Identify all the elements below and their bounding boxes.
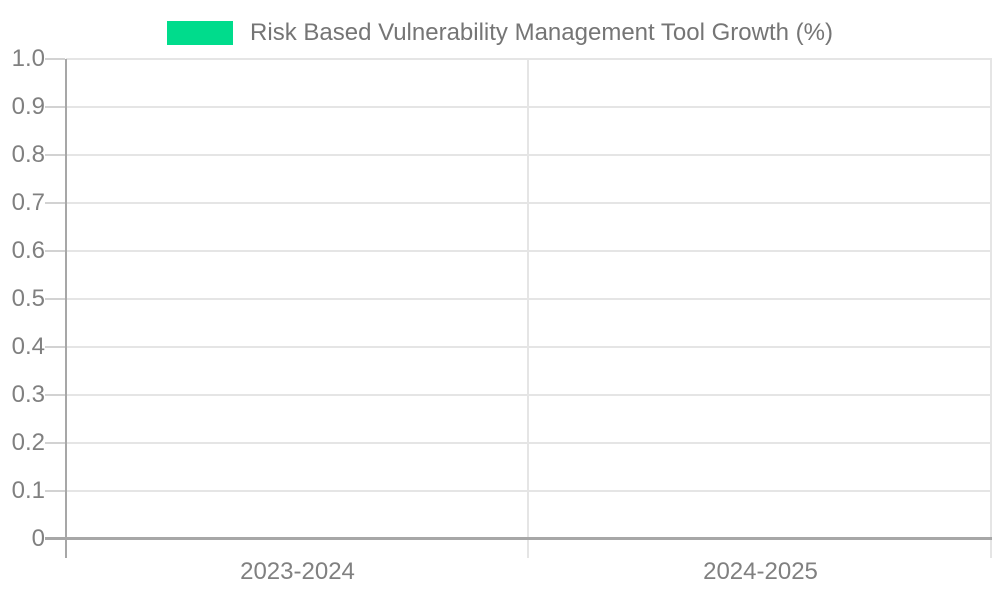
y-axis-tick-label: 1.0	[11, 45, 45, 72]
y-axis-tick-mark	[45, 154, 65, 156]
y-axis-tick-label: 0.8	[11, 141, 45, 168]
horizontal-gridline	[66, 298, 992, 300]
x-axis-category-label: 2023-2024	[240, 558, 355, 585]
y-axis-line	[65, 59, 67, 558]
y-axis-tick-label: 0.2	[11, 429, 45, 456]
legend-swatch	[167, 21, 234, 45]
horizontal-gridline	[66, 202, 992, 204]
legend-item-growth[interactable]: Risk Based Vulnerability Management Tool…	[167, 20, 833, 46]
horizontal-gridline	[66, 490, 992, 492]
legend-label: Risk Based Vulnerability Management Tool…	[250, 19, 833, 46]
horizontal-gridline	[66, 250, 992, 252]
y-axis-tick-mark	[45, 250, 65, 252]
x-axis-line	[45, 537, 992, 540]
horizontal-gridline	[66, 106, 992, 108]
legend: Risk Based Vulnerability Management Tool…	[0, 20, 1000, 46]
y-axis-tick-label: 0.6	[11, 237, 45, 264]
y-axis-tick-label: 0	[31, 525, 45, 552]
y-axis-tick-mark	[45, 394, 65, 396]
horizontal-gridline	[66, 394, 992, 396]
vertical-gridline	[527, 59, 529, 558]
y-axis-tick-mark	[45, 490, 65, 492]
vertical-gridline	[990, 59, 992, 558]
y-axis-tick-mark	[45, 442, 65, 444]
horizontal-gridline	[66, 58, 992, 60]
y-axis-tick-label: 0.1	[11, 477, 45, 504]
y-axis-tick-mark	[45, 106, 65, 108]
y-axis-tick-mark	[45, 58, 65, 60]
x-axis-category-label: 2024-2025	[703, 558, 818, 585]
horizontal-gridline	[66, 154, 992, 156]
y-axis-tick-label: 0.5	[11, 285, 45, 312]
horizontal-gridline	[66, 346, 992, 348]
y-axis-tick-label: 0.3	[11, 381, 45, 408]
y-axis-tick-mark	[45, 298, 65, 300]
y-axis-tick-label: 0.9	[11, 93, 45, 120]
y-axis-tick-mark	[45, 202, 65, 204]
horizontal-gridline	[66, 442, 992, 444]
y-axis-tick-mark	[45, 346, 65, 348]
y-axis-tick-label: 0.4	[11, 333, 45, 360]
y-axis-tick-label: 0.7	[11, 189, 45, 216]
